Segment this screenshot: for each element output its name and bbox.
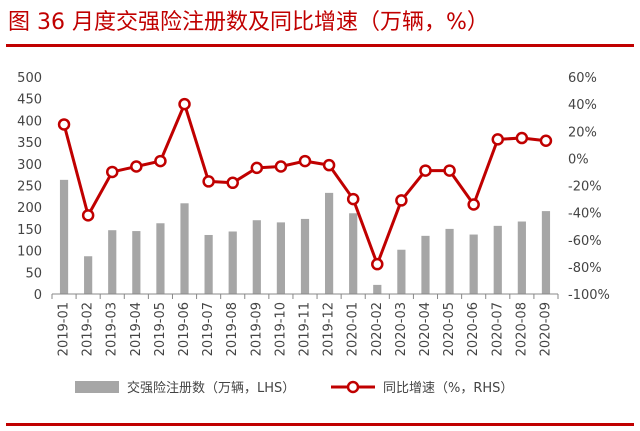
right-axis-ticks: -100% -80% -60% -40% -20% 0% 20% 40% 60%	[568, 71, 610, 303]
right-tick-label: 60%	[568, 71, 597, 86]
x-tick-label: 2020-02	[370, 302, 385, 356]
x-tick-label: 2019-08	[225, 302, 240, 356]
line-point	[467, 198, 480, 211]
bar	[397, 249, 406, 294]
line-point	[539, 134, 553, 147]
left-tick-label: 350	[17, 136, 42, 151]
line-point	[81, 209, 95, 222]
x-tick-label: 2019-09	[249, 302, 264, 356]
bottom-rule	[6, 423, 634, 426]
line-point	[443, 164, 456, 177]
left-tick-label: 50	[25, 266, 42, 281]
line-point	[154, 154, 167, 168]
bar	[324, 192, 334, 294]
left-tick-label: 300	[17, 158, 42, 173]
right-tick-label: -80%	[568, 261, 602, 276]
x-tick-label: 2020-09	[538, 302, 553, 356]
bar	[252, 220, 261, 294]
line-point	[178, 97, 191, 111]
left-tick-label: 200	[17, 201, 42, 216]
line-series	[57, 97, 553, 271]
x-tick-label: 2019-10	[273, 302, 288, 356]
x-tick-label: 2019-11	[298, 302, 313, 356]
x-tick-label: 2019-05	[153, 302, 168, 356]
x-tick-label: 2019-04	[129, 302, 144, 356]
line-point	[322, 158, 336, 172]
x-tick-label: 2019-01	[57, 302, 72, 356]
bar	[541, 211, 551, 294]
line-point	[346, 192, 360, 206]
x-axis-ticks: 2019-01 2019-02 2019-03 2019-04 2019-05 2019-…	[51, 294, 559, 356]
right-tick-label: -100%	[568, 288, 610, 303]
bar	[180, 203, 189, 294]
line-point	[202, 175, 215, 188]
left-tick-label: 0	[34, 288, 42, 303]
x-tick-label: 2020-07	[490, 302, 505, 356]
bar	[204, 234, 213, 294]
legend-line-marker	[346, 380, 360, 394]
left-tick-label: 150	[17, 223, 42, 238]
x-tick-label: 2019-12	[322, 302, 337, 356]
left-axis-ticks: 0 50 100 150 200 250 300 350 400 450 500	[17, 71, 42, 303]
line-point	[419, 164, 432, 177]
bar	[373, 284, 382, 294]
line-point	[491, 133, 505, 146]
title-rule	[6, 44, 634, 47]
x-tick-label: 2020-05	[442, 302, 457, 356]
bar	[421, 235, 430, 294]
bar	[300, 218, 310, 294]
right-tick-label: -40%	[568, 207, 602, 222]
left-tick-label: 400	[17, 114, 42, 129]
legend-line-label: 同比增速（%，RHS）	[383, 381, 513, 396]
line-point	[226, 176, 239, 190]
legend-bar-label: 交强险注册数（万辆，LHS）	[127, 380, 295, 396]
bar-series	[59, 179, 551, 294]
line-point	[395, 194, 408, 207]
bar	[445, 228, 454, 294]
line-point	[105, 165, 119, 179]
x-tick-label: 2019-06	[177, 302, 192, 356]
bar	[156, 223, 165, 294]
left-tick-label: 100	[17, 245, 42, 260]
bar	[59, 179, 69, 294]
right-tick-label: 40%	[568, 98, 597, 113]
x-tick-label: 2020-04	[418, 302, 433, 356]
bar	[493, 225, 502, 294]
left-tick-label: 450	[17, 93, 42, 108]
line-point	[515, 131, 529, 145]
right-tick-label: 20%	[568, 125, 597, 140]
bar	[349, 213, 358, 294]
bar	[276, 222, 286, 294]
x-tick-label: 2019-07	[201, 302, 216, 356]
bar	[132, 231, 141, 294]
bar	[84, 256, 93, 294]
left-tick-label: 250	[17, 180, 42, 195]
bar	[469, 234, 478, 294]
figure-title: 图 36 月度交强险注册数及同比增速（万辆，%）	[8, 10, 489, 35]
right-tick-label: -60%	[568, 234, 602, 249]
x-tick-label: 2019-03	[105, 302, 120, 356]
line-point	[130, 160, 143, 173]
line-point	[371, 257, 384, 271]
x-tick-label: 2020-06	[466, 302, 481, 356]
x-tick-label: 2020-03	[394, 302, 409, 356]
right-tick-label: 0%	[568, 152, 589, 167]
bar	[108, 230, 117, 294]
line-point	[298, 154, 312, 168]
legend: 交强险注册数（万辆，LHS） 同比增速（%，RHS）	[75, 380, 513, 396]
line-point	[274, 160, 288, 173]
right-tick-label: -20%	[568, 180, 602, 195]
left-tick-label: 500	[17, 71, 42, 86]
x-tick-label: 2019-02	[81, 302, 96, 356]
x-tick-label: 2020-01	[346, 302, 361, 356]
legend-bar-swatch	[75, 381, 119, 393]
line-point	[57, 118, 71, 131]
line-point	[250, 161, 264, 175]
bar	[517, 221, 526, 294]
x-tick-label: 2020-08	[514, 302, 529, 356]
bar	[228, 231, 237, 294]
